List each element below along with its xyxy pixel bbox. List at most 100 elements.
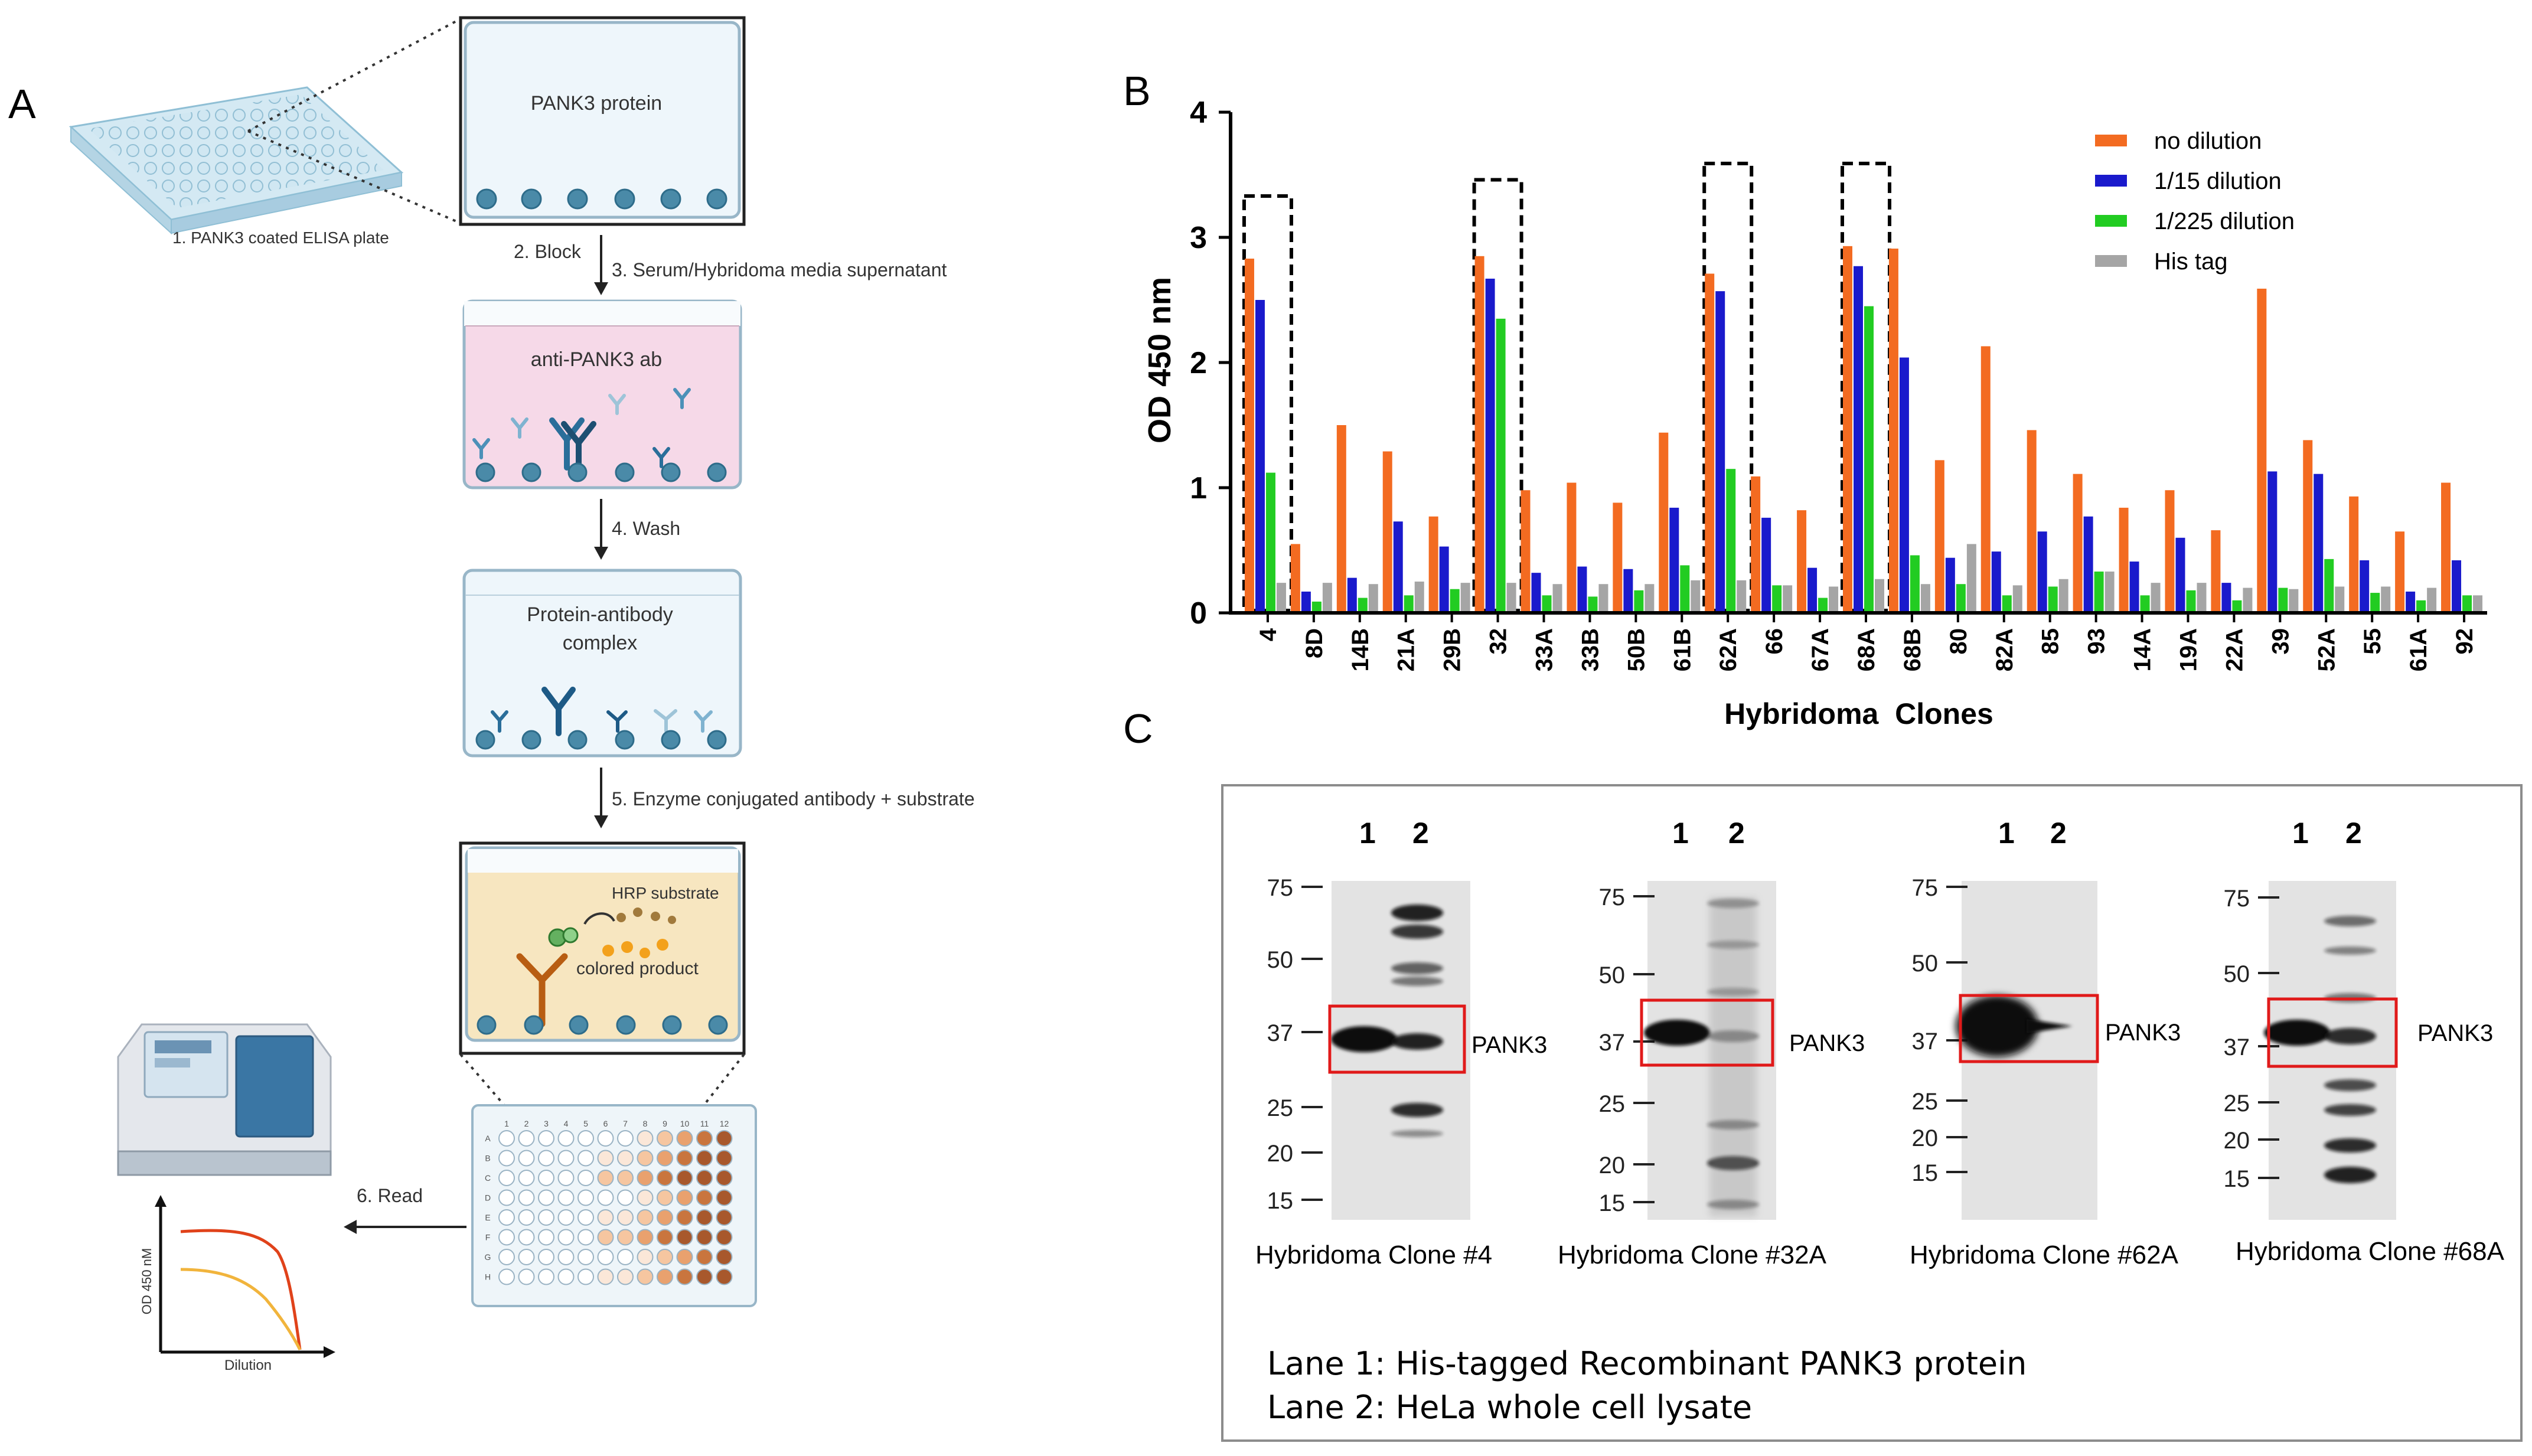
plate-col-number: 7 [623, 1119, 628, 1128]
lane-number: 1 [1672, 817, 1689, 850]
bar-1-15-dilution [1531, 573, 1541, 611]
plate-well [577, 1209, 594, 1226]
mw-marker-label: 20 [1599, 1153, 1626, 1178]
elisa-plate-illustration [68, 86, 404, 235]
plate-well [498, 1170, 515, 1186]
plate-well [617, 1150, 634, 1167]
plate-well [577, 1189, 594, 1206]
plate-row-letter: E [485, 1213, 490, 1222]
x-tick-label: 92 [2452, 628, 2478, 655]
plate-well [597, 1189, 614, 1206]
well-2-dots [475, 462, 727, 482]
plate-col-number: 10 [680, 1119, 690, 1128]
bars [1244, 246, 2483, 612]
lane-legend-1: Lane 1: His-tagged Recombinant PANK3 pro… [1267, 1345, 2027, 1382]
panel-label-a: A [8, 81, 36, 127]
y-tick-labels: 0 1 2 3 4 [1190, 96, 1207, 631]
pank3-band-label: PANK3 [2417, 1020, 2493, 1046]
bar-no-dilution [1382, 451, 1392, 611]
bar-his-tag [1691, 580, 1701, 611]
bar-1-225-dilution [1956, 584, 1966, 611]
plate-well [617, 1189, 634, 1206]
lane-number: 2 [1412, 817, 1429, 850]
mw-marker-label: 37 [1267, 1020, 1294, 1046]
bar-no-dilution [2027, 430, 2037, 611]
plate-well [676, 1189, 693, 1206]
mini-dilution-plot: OD 450 nM Dilution [139, 1195, 335, 1373]
bar-1-15-dilution [1393, 521, 1403, 611]
mw-marker-label: 75 [1599, 884, 1626, 910]
mw-marker-label: 50 [1599, 962, 1626, 988]
legend-swatch [2095, 255, 2127, 267]
bar-no-dilution [1244, 259, 1254, 611]
coated-protein-dots [476, 188, 727, 210]
pank3-highlight-box [1959, 994, 2099, 1063]
plate-well [518, 1268, 535, 1285]
bar-1-15-dilution [1669, 507, 1679, 611]
plate-well [597, 1170, 614, 1186]
bar-no-dilution [2395, 531, 2405, 611]
blot-caption: Hybridoma Clone #68A [2236, 1237, 2505, 1266]
step-2-text: 2. Block [514, 241, 582, 262]
blot-caption: Hybridoma Clone #62A [1910, 1240, 2179, 1269]
panel-b-bar-chart: 0 1 2 3 4 4 8D 14B 21A 29B 32 33A 33B 50B 61B 62A 66 67A… [1142, 96, 2487, 730]
bar-1-15-dilution [2314, 474, 2324, 611]
bar-his-tag [1368, 584, 1378, 611]
plate-row-letter: F [485, 1233, 491, 1242]
blot-bands [1331, 905, 1443, 1137]
blot-bands [2264, 916, 2376, 1183]
plate-well [716, 1209, 733, 1226]
blot-caption: Hybridoma Clone #4 [1255, 1240, 1492, 1269]
plate-well [676, 1130, 693, 1147]
bar-his-tag [2381, 586, 2391, 611]
plate-well [716, 1268, 733, 1285]
plate-well [657, 1150, 673, 1167]
mini-xlabel: Dilution [224, 1357, 272, 1373]
bar-1-225-dilution [1634, 590, 1644, 611]
y-tick-label: 0 [1190, 596, 1207, 631]
lane-number: 2 [1728, 817, 1745, 850]
pank3-highlight-box [2267, 997, 2398, 1068]
plate-col-number: 8 [643, 1119, 648, 1128]
bar-no-dilution [2165, 490, 2175, 611]
bar-his-tag [1598, 584, 1608, 611]
plate-well [557, 1249, 575, 1265]
bar-no-dilution [1843, 246, 1852, 612]
bar-his-tag [1920, 584, 1930, 611]
x-tick-label: 62A [1715, 628, 1741, 671]
bar-1-225-dilution [1358, 598, 1368, 611]
bar-1-15-dilution [2267, 471, 2278, 611]
mw-marker-label: 20 [1912, 1125, 1939, 1151]
plate-well [538, 1249, 554, 1265]
plate-well [716, 1189, 733, 1206]
mw-marker-label: 37 [1599, 1030, 1626, 1056]
plate-well [716, 1229, 733, 1246]
plate-well [657, 1209, 673, 1226]
bar-1-225-dilution [2416, 600, 2426, 611]
bar-1-225-dilution [1542, 595, 1552, 611]
mw-marker-label: 20 [2224, 1128, 2250, 1154]
colored-product-label: colored product [576, 959, 699, 978]
bar-no-dilution [1428, 516, 1438, 611]
bar-1-225-dilution [1910, 555, 1920, 611]
plate-well [557, 1209, 575, 1226]
bar-his-tag [1737, 580, 1747, 611]
bar-no-dilution [2441, 482, 2451, 611]
x-tick-label: 22A [2221, 628, 2247, 671]
bar-1-15-dilution [1807, 567, 1818, 611]
plate-well [696, 1209, 713, 1226]
bar-his-tag [1460, 583, 1470, 611]
bar-1-15-dilution [1854, 266, 1863, 611]
x-tick-label: 39 [2267, 628, 2293, 655]
well-4-dots [477, 1015, 728, 1035]
plate-well [676, 1209, 693, 1226]
plate-col-number: 11 [700, 1119, 709, 1128]
x-tick-label: 67A [1807, 628, 1833, 671]
bar-1-225-dilution [1450, 589, 1460, 611]
x-tick-label: 61A [2406, 628, 2432, 671]
plate-well [518, 1150, 535, 1167]
bar-1-15-dilution [1761, 517, 1771, 611]
plate-col-number: 6 [603, 1119, 608, 1128]
x-tick-label: 33A [1532, 628, 1558, 671]
plate-well [657, 1170, 673, 1186]
